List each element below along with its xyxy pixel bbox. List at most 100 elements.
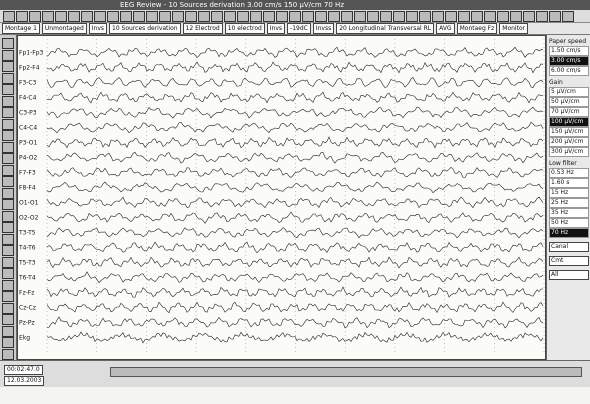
option[interactable]: 1.60 s [549,178,589,188]
tool-button[interactable] [315,11,327,22]
montage-button[interactable]: Montaeg Fz [456,23,498,34]
dropdown[interactable]: All [549,270,589,280]
side-button[interactable] [2,153,14,164]
option[interactable]: 1.50 cm/s [549,46,589,56]
montage-button[interactable]: Unmontaged [41,23,87,34]
option[interactable]: 70 Hz [549,228,589,238]
option[interactable]: 25 Hz [549,198,589,208]
tool-button[interactable] [380,11,392,22]
side-button[interactable] [2,245,14,256]
tool-button[interactable] [562,11,574,22]
tool-button[interactable] [55,11,67,22]
tool-button[interactable] [289,11,301,22]
tool-button[interactable] [146,11,158,22]
tool-button[interactable] [276,11,288,22]
tool-button[interactable] [68,11,80,22]
side-button[interactable] [2,302,14,314]
tool-button[interactable] [341,11,353,22]
tool-button[interactable] [16,11,28,22]
tool-button[interactable] [94,11,106,22]
side-button[interactable] [2,337,14,348]
side-button[interactable] [2,256,14,268]
side-button[interactable] [2,107,14,118]
option[interactable]: 200 µV/cm [549,137,589,147]
montage-button[interactable]: Invs [88,23,108,34]
option[interactable]: 15 Hz [549,188,589,198]
tool-button[interactable] [510,11,522,22]
tool-button[interactable] [432,11,444,22]
tool-button[interactable] [172,11,184,22]
side-button[interactable] [2,314,14,325]
side-button[interactable] [2,348,14,360]
option[interactable]: 5 µV/cm [549,87,589,97]
montage-button[interactable]: 20 Longitudinal Transversal RL [336,23,435,34]
tool-button[interactable] [393,11,405,22]
side-button[interactable] [2,268,14,279]
tool-button[interactable] [458,11,470,22]
side-button[interactable] [2,233,14,245]
option[interactable]: 50 Hz [549,218,589,228]
tool-button[interactable] [42,11,54,22]
tool-button[interactable] [406,11,418,22]
side-button[interactable] [2,199,14,210]
montage-button[interactable]: AVG [436,23,455,34]
montage-button[interactable]: 10 Sources derivation [109,23,181,34]
tool-button[interactable] [159,11,171,22]
tool-button[interactable] [185,11,197,22]
montage-button[interactable]: Montage 1 [2,23,40,34]
tool-button[interactable] [367,11,379,22]
side-button[interactable] [2,61,14,72]
tool-button[interactable] [120,11,132,22]
dropdown[interactable]: Cmt [549,256,589,266]
side-button[interactable] [2,49,14,61]
side-button[interactable] [2,279,14,291]
tool-button[interactable] [81,11,93,22]
tool-button[interactable] [536,11,548,22]
side-button[interactable] [2,84,14,95]
option[interactable]: 70 µV/cm [549,107,589,117]
tool-button[interactable] [237,11,249,22]
tool-button[interactable] [133,11,145,22]
option[interactable]: 100 µV/cm [549,117,589,127]
tool-button[interactable] [471,11,483,22]
tool-button[interactable] [3,11,15,22]
option[interactable]: 0.53 Hz [549,168,589,178]
tool-button[interactable] [250,11,262,22]
montage-button[interactable]: Invss [312,23,335,34]
side-button[interactable] [2,141,14,153]
tool-button[interactable] [224,11,236,22]
side-button[interactable] [2,325,14,337]
scrollbar[interactable] [110,367,582,377]
montage-button[interactable]: -19dC [287,23,311,34]
option[interactable]: 3.00 cm/s [549,56,589,66]
tool-button[interactable] [107,11,119,22]
side-button[interactable] [2,176,14,187]
tool-button[interactable] [549,11,561,22]
montage-button[interactable]: 12 Electrod [182,23,223,34]
option[interactable]: 35 Hz [549,208,589,218]
dropdown[interactable]: Canal [549,242,589,252]
tool-button[interactable] [29,11,41,22]
montage-button[interactable]: Invs [266,23,286,34]
tool-button[interactable] [328,11,340,22]
tool-button[interactable] [497,11,509,22]
tool-button[interactable] [523,11,535,22]
tool-button[interactable] [198,11,210,22]
option[interactable]: 150 µV/cm [549,127,589,137]
tool-button[interactable] [302,11,314,22]
side-button[interactable] [2,130,14,141]
side-button[interactable] [2,222,14,233]
tool-button[interactable] [445,11,457,22]
side-button[interactable] [2,118,14,130]
tool-button[interactable] [354,11,366,22]
side-button[interactable] [2,72,14,84]
side-button[interactable] [2,164,14,176]
side-button[interactable] [2,291,14,302]
tool-button[interactable] [484,11,496,22]
side-button[interactable] [2,210,14,222]
option[interactable]: 6.00 cm/s [549,66,589,76]
side-button[interactable] [2,187,14,199]
tool-button[interactable] [211,11,223,22]
tool-button[interactable] [263,11,275,22]
side-button[interactable] [2,38,14,49]
